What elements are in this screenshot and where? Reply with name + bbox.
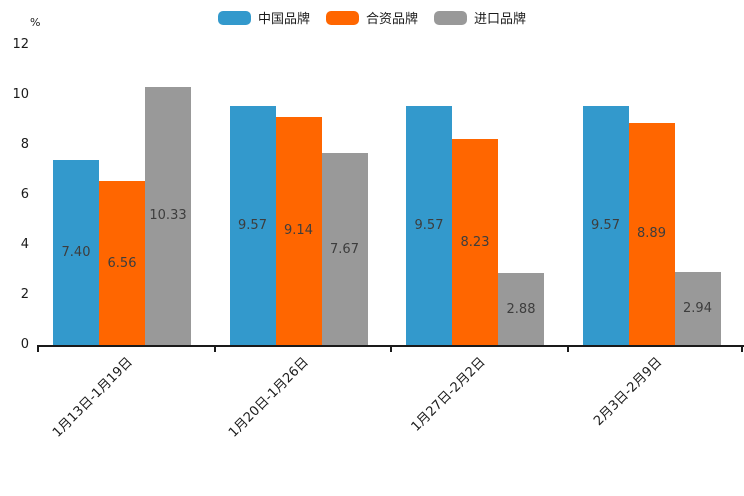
legend: 中国品牌 合资品牌 进口品牌 <box>0 8 744 27</box>
legend-swatch-icon <box>325 10 359 25</box>
bar-value-label: 8.89 <box>637 226 666 242</box>
x-axis-tick <box>213 345 216 352</box>
bar-value-label: 9.14 <box>284 223 313 239</box>
legend-label: 合资品牌 <box>365 12 418 27</box>
x-axis-tick <box>37 345 39 352</box>
bar-value-label: 2.94 <box>683 300 712 316</box>
legend-swatch-icon <box>434 10 467 25</box>
x-category-label: 1月20日-1月26日 <box>226 354 312 441</box>
bar: 8.23 <box>452 139 498 345</box>
bar: 2.94 <box>674 271 721 345</box>
legend-swatch-icon <box>217 10 251 25</box>
y-tick-label: 4 <box>20 237 29 252</box>
bar-value-label: 10.33 <box>149 208 187 224</box>
y-tick-label: 2 <box>20 287 29 302</box>
bar-value-label: 7.67 <box>330 241 359 257</box>
bar-value-label: 7.40 <box>61 245 91 260</box>
bar: 2.88 <box>498 273 544 345</box>
bar: 6.56 <box>99 181 145 345</box>
bar: 7.67 <box>321 153 368 345</box>
x-axis-tick <box>566 345 569 352</box>
bar: 8.89 <box>628 122 675 345</box>
y-tick-label: 0 <box>20 337 29 352</box>
legend-item: 进口品牌 <box>434 8 526 27</box>
legend-label: 中国品牌 <box>257 12 310 27</box>
y-axis-unit-label: % <box>30 16 41 29</box>
bar-value-label: 9.57 <box>238 217 267 233</box>
bar: 9.14 <box>275 116 322 345</box>
bar-value-label: 9.57 <box>414 217 444 233</box>
y-tick-label: 12 <box>12 37 29 52</box>
bar: 9.57 <box>229 105 276 345</box>
legend-item: 中国品牌 <box>217 8 310 27</box>
y-tick-label: 6 <box>20 187 29 202</box>
y-tick-label: 8 <box>20 137 29 152</box>
bar-value-label: 8.23 <box>460 234 490 250</box>
x-category-label: 2月3日-2月9日 <box>590 354 665 429</box>
x-category-label: 1月27日-2月2日 <box>408 354 489 435</box>
bar: 9.57 <box>406 105 452 345</box>
legend-item: 合资品牌 <box>325 8 418 27</box>
x-axis-tick <box>741 345 743 352</box>
bar-value-label: 9.57 <box>591 217 620 233</box>
x-category-label: 1月13日-1月19日 <box>49 354 136 441</box>
x-axis-tick <box>390 345 392 352</box>
bar: 9.57 <box>582 105 629 345</box>
legend-label: 进口品牌 <box>474 12 527 27</box>
bar-value-label: 2.88 <box>506 301 536 317</box>
bar: 10.33 <box>145 86 191 345</box>
bar-value-label: 6.56 <box>107 255 137 271</box>
bar: 7.40 <box>53 160 99 345</box>
y-tick-label: 10 <box>12 87 29 102</box>
